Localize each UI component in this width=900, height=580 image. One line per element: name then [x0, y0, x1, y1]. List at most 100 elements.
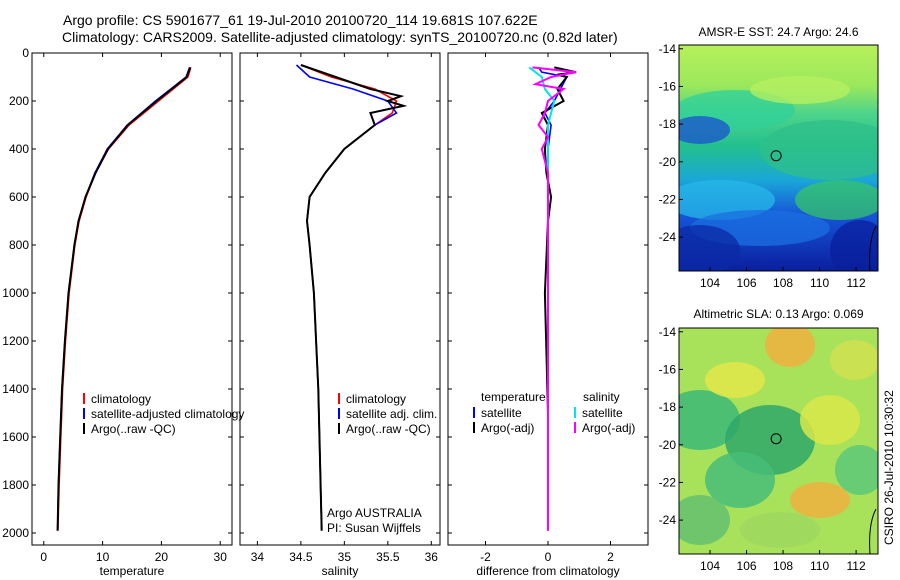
legend-label: Argo(-adj)	[481, 421, 534, 435]
map-y-tick-label: -22	[659, 475, 677, 489]
map-y-tick-label: -14	[659, 325, 677, 339]
figure-title-line1: Argo profile: CS 5901677_61 19-Jul-2010 …	[63, 12, 538, 28]
map-y-tick-label: -24	[659, 230, 677, 244]
x-axis-label: salinity	[322, 564, 359, 578]
map-frame	[678, 44, 879, 272]
sla-patch	[765, 328, 815, 367]
x-tick-label: 35.5	[376, 550, 400, 564]
x-tick-label: 2	[607, 550, 614, 564]
x-axis-label: difference from climatology	[476, 564, 619, 578]
legend-label: satellite	[582, 406, 623, 420]
x-tick-label: 34	[251, 550, 265, 564]
map-y-tick-label: -24	[659, 513, 677, 527]
map-y-tick-label: -18	[659, 117, 677, 131]
y-tick-label: 600	[9, 190, 29, 204]
sla-map: 104 106 108 110 112 -14 -16 -18 -20 -22 -24 Altimet…	[659, 307, 879, 573]
sst-patch	[679, 116, 730, 144]
annotation-line2: PI: Susan Wijffels	[327, 521, 421, 535]
y-tick-label: 1800	[2, 478, 29, 492]
legend-header-temperature: temperature	[481, 390, 546, 404]
legend-label: Argo(-adj)	[582, 421, 635, 435]
x-tick-label: 34.5	[289, 550, 313, 564]
sla-patch	[740, 512, 820, 548]
y-tick-label: 800	[9, 238, 29, 252]
map-y-tick-label: -22	[659, 192, 677, 206]
sla-patch	[679, 495, 730, 545]
sst-patch	[795, 180, 878, 220]
y-tick-label: 1200	[2, 334, 29, 348]
x-axis-label: temperature	[100, 564, 165, 578]
sla-patch	[790, 482, 850, 518]
series-line-salinity-argo-adj-	[532, 66, 577, 531]
map-x-tick-label: 106	[737, 559, 757, 573]
sst-patch	[830, 220, 878, 271]
map-x-tick-label: 112	[847, 559, 866, 573]
series-line-argo-raw-qc-	[300, 64, 408, 531]
sla-patch	[835, 445, 878, 495]
x-tick-label: 36	[425, 550, 439, 564]
sla-patch	[705, 362, 765, 398]
x-tick-label: 0	[40, 550, 47, 564]
map-y-tick-label: -18	[659, 400, 677, 414]
map-title: Altimetric SLA: 0.13 Argo: 0.069	[693, 307, 863, 321]
sst-patch	[679, 225, 740, 271]
y-tick-label: 1000	[2, 286, 29, 300]
series-line-argo-raw-qc-	[56, 67, 192, 531]
x-tick-label: 20	[155, 550, 169, 564]
argo-position-marker	[770, 150, 782, 162]
map-x-tick-label: 110	[810, 276, 829, 290]
x-tick-label: 35	[338, 550, 352, 564]
legend-label: satellite-adjusted climatology	[91, 407, 244, 421]
axes-frame	[239, 52, 441, 546]
sst-patch	[760, 120, 878, 180]
map-x-tick-label: 110	[810, 559, 829, 573]
legend-label: satellite adj. clim.	[346, 407, 437, 421]
map-x-tick-label: 104	[700, 276, 720, 290]
legend-label: Argo(..raw -QC)	[346, 422, 431, 436]
map-field	[679, 45, 878, 271]
y-tick-label: 1600	[2, 430, 29, 444]
legend-header-salinity: salinity	[583, 390, 620, 404]
legend-label: Argo(..raw -QC)	[91, 422, 176, 436]
y-tick-label: 0	[22, 46, 29, 60]
map-field	[679, 328, 878, 554]
coastline	[869, 508, 877, 554]
axes-frame	[31, 52, 233, 546]
sla-patch	[800, 395, 860, 445]
coastline	[869, 225, 877, 271]
map-x-tick-label: 106	[737, 276, 757, 290]
panel-temperature: 0 10 20 30 temperature 0 200 400 600 800 1000 1200 1…	[2, 46, 233, 578]
y-tick-label: 2000	[2, 526, 29, 540]
map-y-tick-label: -14	[659, 42, 677, 56]
x-tick-label: -2	[480, 550, 491, 564]
sla-patch	[679, 390, 740, 450]
y-tick-label: 200	[9, 94, 29, 108]
timestamp-stamp: CSIRO 26-Jul-2010 10:30:32	[882, 390, 896, 545]
sst-patch	[679, 180, 775, 220]
map-y-tick-label: -20	[659, 155, 677, 169]
map-y-tick-label: -16	[659, 79, 677, 93]
panel-salinity: 34 34.5 35 35.5 36 salinity	[239, 52, 441, 578]
map-x-tick-label: 108	[773, 276, 793, 290]
map-x-tick-label: 108	[773, 559, 793, 573]
annotation-line1: Argo AUSTRALIA	[327, 506, 422, 520]
legend-label: climatology	[91, 392, 151, 406]
legend-label: climatology	[346, 392, 406, 406]
map-x-tick-label: 104	[700, 559, 720, 573]
map-frame	[678, 327, 879, 555]
figure-title-line2: Climatology: CARS2009. Satellite-adjuste…	[62, 29, 618, 45]
legend-label: satellite	[481, 406, 522, 420]
sla-patch	[705, 452, 775, 508]
x-tick-label: 30	[214, 550, 228, 564]
sst-map: 104 106 108 110 112 -14 -16 -18 -20 -22 -24 AMSR-E …	[659, 25, 879, 290]
x-tick-label: 10	[96, 550, 110, 564]
sla-patch	[830, 340, 878, 380]
y-tick-label: 1400	[2, 382, 29, 396]
map-y-tick-label: -16	[659, 362, 677, 376]
